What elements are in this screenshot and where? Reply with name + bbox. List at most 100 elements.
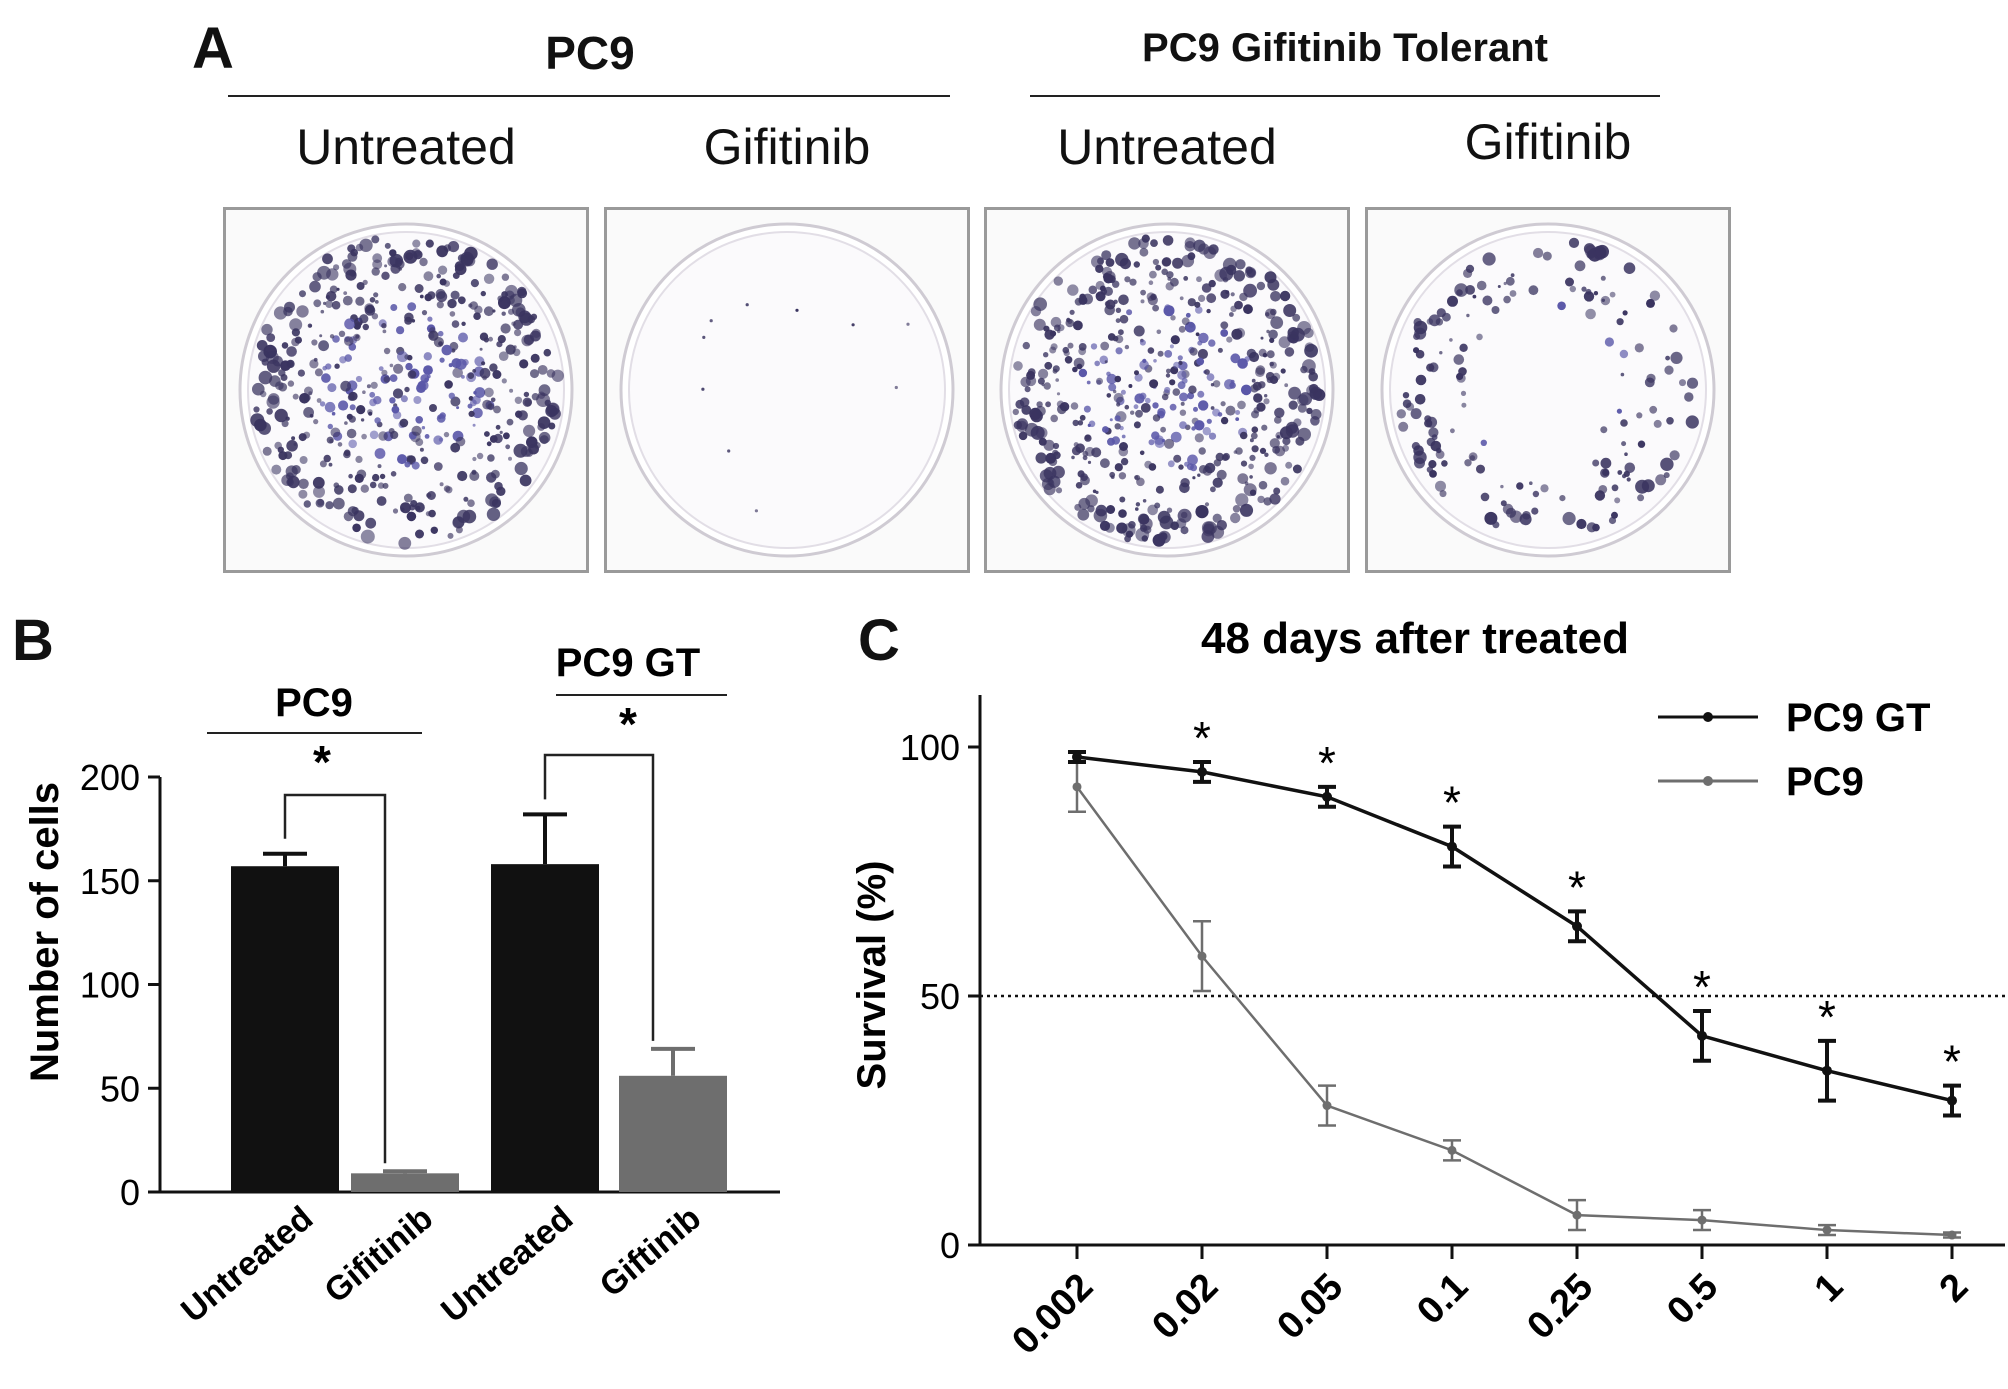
colony — [436, 273, 441, 279]
colony — [1413, 333, 1421, 340]
colony — [428, 509, 436, 518]
colony — [491, 469, 500, 479]
colony — [286, 440, 298, 452]
colony — [500, 323, 511, 334]
colony — [1202, 427, 1211, 436]
colony — [1465, 285, 1475, 295]
colony — [289, 318, 303, 332]
bar-y-tick-label: 150 — [80, 861, 140, 902]
colony — [421, 426, 426, 430]
colony — [1509, 510, 1523, 523]
sig-star-pc9-gt: * — [619, 698, 637, 750]
colony — [1052, 365, 1060, 373]
colony — [413, 396, 422, 404]
colony — [1528, 285, 1539, 296]
colony — [1576, 518, 1587, 530]
colony — [514, 396, 523, 404]
colony — [438, 265, 448, 275]
colony — [1204, 369, 1210, 375]
colony — [1623, 262, 1636, 274]
colony — [344, 318, 356, 330]
colony — [1157, 350, 1164, 357]
colony — [1164, 350, 1173, 358]
colony — [338, 330, 346, 337]
bar-chart-bars — [231, 864, 727, 1192]
colony — [1634, 343, 1644, 353]
colony-dish-pc9-gifitinib — [604, 207, 970, 573]
colony — [1604, 337, 1614, 347]
colony — [323, 454, 331, 463]
colony — [467, 499, 475, 508]
colony — [1435, 480, 1446, 492]
colony — [436, 301, 444, 309]
colony — [499, 430, 503, 434]
colony — [337, 442, 343, 447]
colony — [1152, 414, 1161, 422]
colony — [1263, 398, 1270, 405]
colony — [1072, 419, 1079, 427]
colony — [495, 424, 501, 430]
colony — [1237, 473, 1249, 484]
colony — [1215, 452, 1224, 462]
colony — [266, 333, 276, 342]
colony — [1124, 535, 1131, 543]
colony — [492, 309, 496, 313]
series-point — [1947, 1230, 1957, 1240]
colony — [327, 423, 333, 430]
colony — [1101, 250, 1112, 261]
colony — [1439, 490, 1447, 498]
colony — [369, 481, 377, 489]
colony — [1095, 490, 1099, 494]
colony — [1185, 312, 1191, 318]
colony — [452, 367, 463, 378]
colony — [483, 273, 495, 284]
colony — [334, 363, 340, 369]
colony — [1598, 485, 1608, 494]
colony — [1459, 343, 1468, 352]
colony — [1190, 464, 1198, 472]
colony — [1189, 347, 1198, 356]
colony — [505, 284, 518, 298]
colony — [1085, 446, 1095, 457]
colony — [1666, 417, 1674, 425]
colony — [1106, 505, 1116, 514]
colony — [1230, 292, 1235, 297]
colony — [398, 536, 412, 550]
colony — [1035, 427, 1048, 439]
colony — [1140, 403, 1151, 413]
colony — [329, 334, 335, 339]
colony — [1265, 308, 1276, 320]
colony — [1099, 520, 1111, 531]
colony — [1194, 301, 1201, 308]
colony — [1022, 341, 1030, 350]
colony — [1075, 482, 1083, 489]
colony — [1212, 477, 1223, 488]
colony — [383, 376, 391, 383]
colony — [1529, 481, 1533, 486]
colony — [1233, 450, 1238, 454]
colony — [1686, 377, 1699, 389]
colony — [1204, 462, 1216, 474]
colony — [348, 439, 357, 449]
colony — [1095, 504, 1108, 517]
colony — [486, 441, 492, 447]
colony — [1620, 372, 1625, 377]
colony — [1120, 389, 1126, 395]
colony — [1274, 416, 1282, 424]
colony — [447, 298, 457, 309]
colony — [1297, 321, 1311, 335]
colony — [400, 395, 408, 403]
colony — [493, 405, 501, 414]
colony — [455, 436, 466, 447]
colony — [1043, 483, 1056, 496]
line-chart-legend: PC9 GT PC9 — [1658, 696, 1930, 804]
colony — [303, 407, 314, 418]
colony — [1235, 259, 1246, 270]
colony — [1533, 247, 1544, 259]
colony — [1159, 515, 1174, 530]
group-rule-pc9-tolerant — [1030, 95, 1660, 97]
colony — [377, 482, 385, 489]
bar-4 — [619, 1075, 727, 1192]
colony — [443, 431, 450, 438]
colony — [376, 496, 387, 506]
